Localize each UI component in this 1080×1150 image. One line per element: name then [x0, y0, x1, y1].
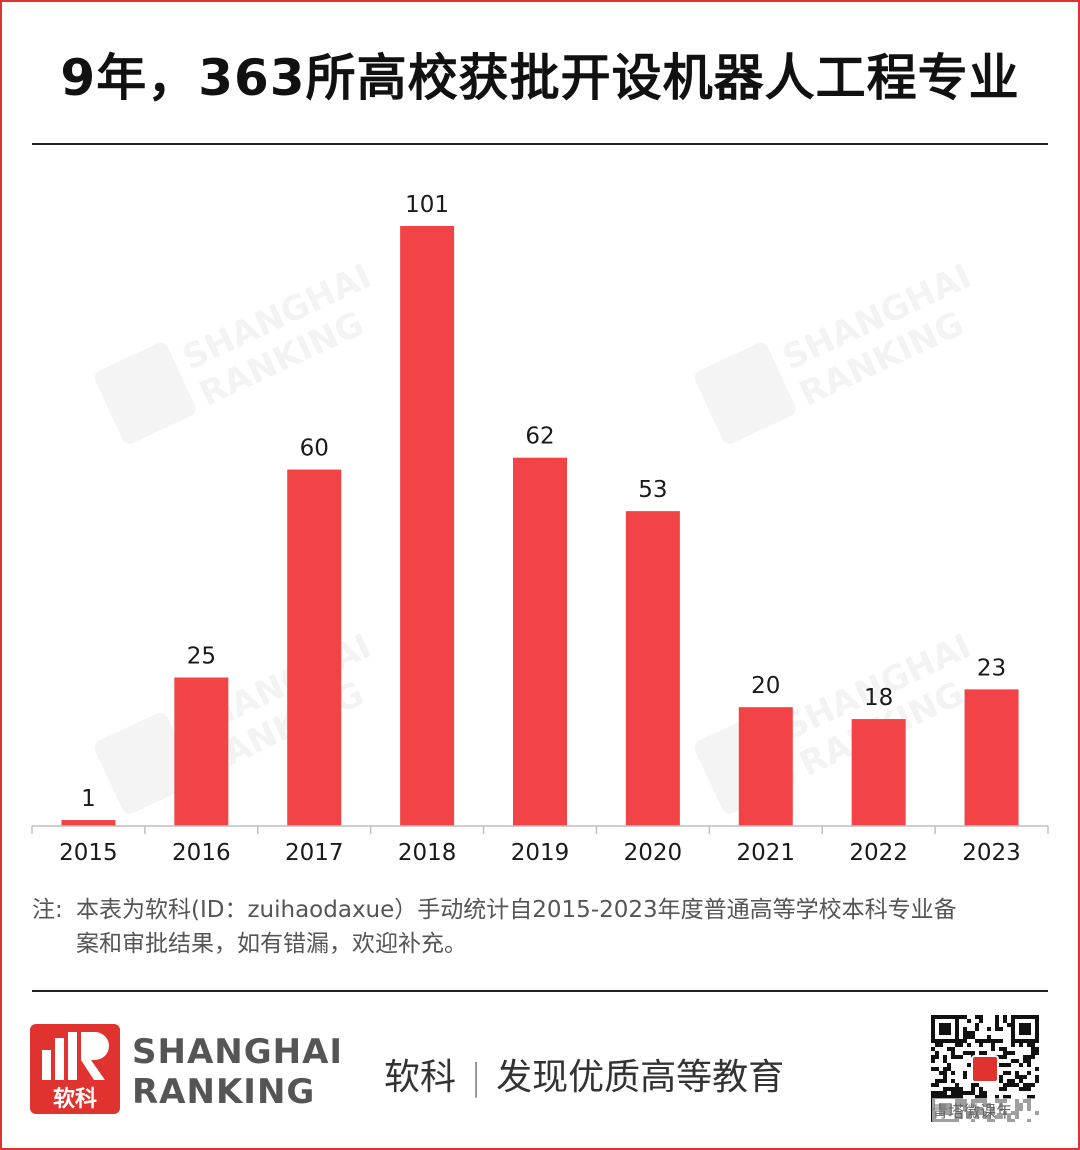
tick-label-2023: 2023	[962, 840, 1021, 866]
data-label-2017: 60	[300, 436, 329, 462]
bar-2015	[61, 820, 116, 826]
bar-2017	[287, 469, 342, 826]
x-axis: 2015 2016 2017 2018 2019 2020 2021 2022 2023	[31, 825, 1049, 866]
tick-label-2020: 2020	[624, 840, 683, 866]
tick-label-2021: 2021	[737, 840, 796, 866]
slogan: 软科 | 发现优质高等教育	[384, 1048, 784, 1100]
data-label-2020: 53	[638, 477, 667, 503]
bar-2016	[174, 677, 229, 826]
page-title: 9年，363所高校获批开设机器人工程专业	[60, 49, 1020, 107]
tick-label-2015: 2015	[59, 840, 118, 866]
data-label-2022: 18	[864, 685, 893, 711]
footnote-line1: 本表为软科(ID：zuihaodaxue）手动统计自2015-2023年度普通高…	[76, 897, 957, 923]
tick-label-2017: 2017	[285, 840, 344, 866]
tick-label-2018: 2018	[398, 840, 457, 866]
slogan-right: 发现优质高等教育	[496, 1057, 785, 1098]
bar-2019	[513, 457, 567, 826]
watermark-logo-icon	[694, 342, 796, 444]
bar-2021	[738, 707, 793, 826]
slogan-left: 软科	[384, 1057, 457, 1098]
data-label-2016: 25	[187, 643, 216, 669]
tick-label-2016: 2016	[172, 840, 231, 866]
top-divider	[32, 143, 1048, 145]
bottom-divider	[32, 990, 1048, 992]
bar-2022	[851, 719, 906, 826]
bars-group: 1 25 60 101 62 53 20 18 23	[61, 192, 1019, 826]
data-label-2019: 62	[525, 424, 554, 450]
slogan-separator: |	[470, 1057, 483, 1098]
bar-2020	[625, 511, 680, 826]
bar-2018	[400, 226, 455, 826]
footnote-line2: 案和审批结果，如有错漏，欢迎补充。	[76, 931, 467, 957]
shanghai-ranking-logo-icon: 软科	[30, 1024, 120, 1114]
brand-line2: RANKING	[132, 1072, 316, 1112]
footnote-label: 注:	[32, 897, 63, 923]
bar-2023	[964, 689, 1019, 826]
data-label-2021: 20	[751, 673, 780, 699]
footnote: 注: 本表为软科(ID：zuihaodaxue）手动统计自2015-2023年度普…	[32, 893, 1048, 961]
data-label-2023: 23	[977, 655, 1006, 681]
tick-label-2019: 2019	[511, 840, 570, 866]
data-label-2015: 1	[81, 786, 96, 812]
tick-label-2022: 2022	[849, 840, 908, 866]
qr-caption: 青塔徽课年	[932, 1098, 1062, 1122]
watermark-logo-icon	[94, 712, 196, 814]
watermark-logo-icon	[94, 342, 196, 444]
brand-line1: SHANGHAI	[132, 1032, 344, 1072]
data-label-2018: 101	[405, 192, 449, 218]
brand-name: SHANGHAI RANKING	[132, 1032, 343, 1112]
logo-text: 软科	[53, 1086, 97, 1112]
